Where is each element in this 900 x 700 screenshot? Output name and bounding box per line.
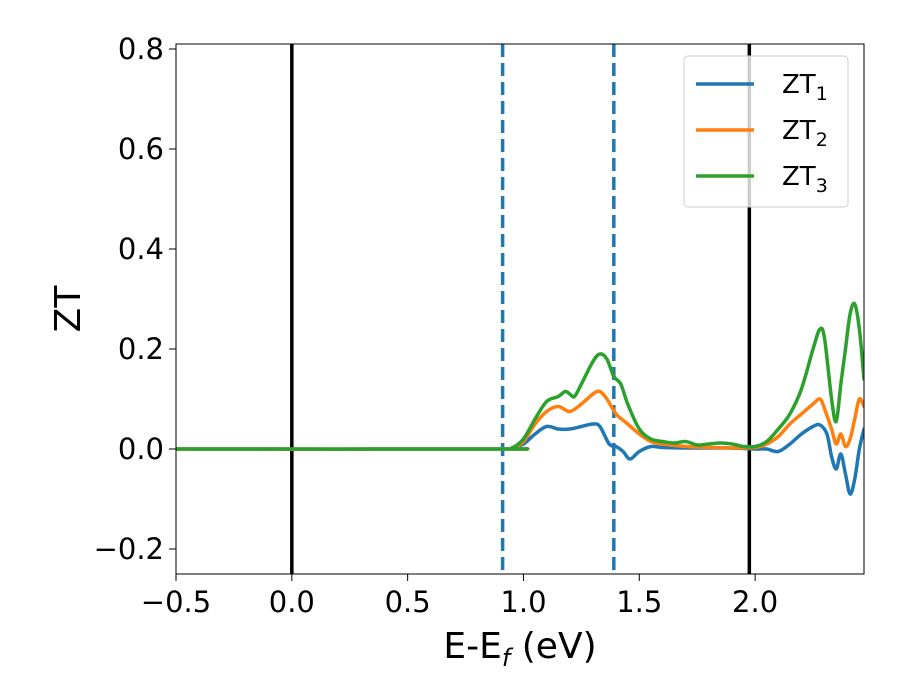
x-axis-label: E-Ef (eV)	[443, 626, 596, 672]
x-axis-ticks: −0.5 0.0 0.5 1.0 1.5 2.0	[141, 574, 778, 619]
legend-label: ZT3	[782, 162, 828, 197]
series-lines	[176, 301, 864, 496]
legend-label: ZT2	[782, 116, 828, 151]
x-tick-label: 1.5	[616, 585, 662, 619]
y-tick-label: −0.2	[94, 532, 164, 566]
x-axis-label-main: E-E	[443, 626, 501, 667]
y-tick-label: 0.6	[118, 132, 164, 166]
y-axis-ticks: −0.2 0.0 0.2 0.4 0.6 0.8	[94, 32, 176, 566]
y-tick-label: 0.0	[118, 432, 164, 466]
x-axis-label-unit: (eV)	[510, 626, 596, 667]
x-tick-label: 1.0	[500, 585, 546, 619]
plot-frame	[175, 43, 865, 575]
y-tick-label: 0.2	[118, 332, 164, 366]
legend: ZT1 ZT2 ZT3	[683, 55, 849, 208]
series-line-zt2	[176, 389, 864, 451]
series-line-zt1	[176, 422, 864, 496]
legend-box	[683, 55, 849, 208]
y-tick-label: 0.4	[118, 232, 164, 266]
x-tick-label: −0.5	[141, 585, 211, 619]
legend-label: ZT1	[782, 70, 828, 105]
x-tick-label: 0.5	[385, 585, 431, 619]
y-tick-label: 0.8	[118, 32, 164, 66]
x-tick-label: 0.0	[269, 585, 315, 619]
y-axis-label: ZT	[48, 285, 89, 333]
x-tick-label: 2.0	[732, 585, 778, 619]
series-line-zt3	[176, 301, 864, 451]
